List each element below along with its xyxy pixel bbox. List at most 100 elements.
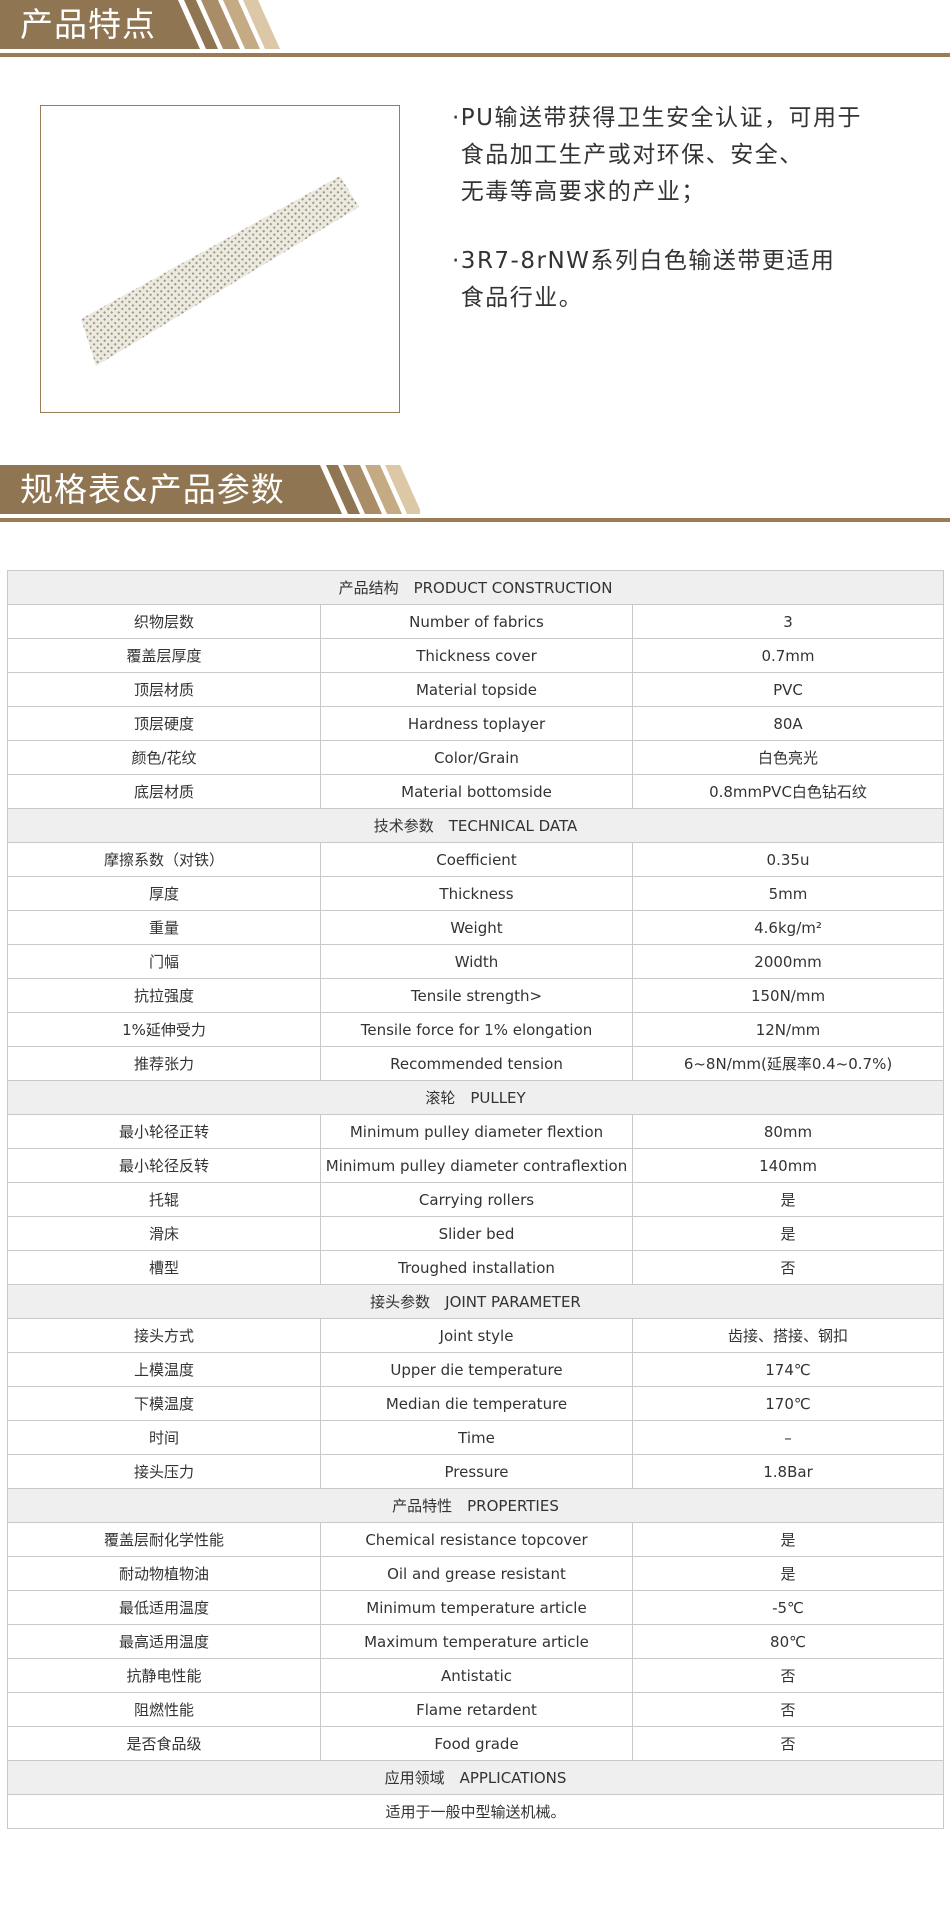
table-row: 下模温度 Median die temperature 170℃ — [7, 1386, 945, 1421]
cell-label-cn: 摩擦系数（对铁） — [7, 842, 321, 877]
cell-value: 150N/mm — [631, 978, 945, 1013]
cell-value: 白色亮光 — [631, 740, 945, 775]
cell-label-cn: 颜色/花纹 — [7, 740, 321, 775]
table-row: 织物层数 Number of fabrics 3 — [7, 604, 945, 639]
table-row: 槽型 Troughed installation 否 — [7, 1250, 945, 1285]
table-row: 厚度 Thickness 5mm — [7, 876, 945, 911]
table-row: 滑床 Slider bed 是 — [7, 1216, 945, 1251]
section-title: 产品特点 — [20, 5, 156, 44]
cell-label-en: Maximum temperature article — [320, 1624, 633, 1659]
table-row: 门幅 Width 2000mm — [7, 944, 945, 979]
cell-value: 齿接、搭接、钢扣 — [631, 1318, 945, 1353]
cell-label-en: Tensile strength> — [320, 978, 633, 1013]
cell-label-cn: 最小轮径反转 — [7, 1148, 321, 1183]
cell-label-en: Median die temperature — [320, 1386, 633, 1421]
cell-application: 适用于一般中型输送机械。 — [6, 1794, 945, 1829]
table-row: 时间 Time – — [7, 1420, 945, 1455]
cell-value: 12N/mm — [631, 1012, 945, 1047]
cell-value: 170℃ — [631, 1386, 945, 1421]
table-section-header: 产品特性 PROPERTIES — [6, 1488, 945, 1523]
table-row: 覆盖层耐化学性能 Chemical resistance topcover 是 — [7, 1522, 945, 1557]
cell-value: 6~8N/mm(延展率0.4~0.7%) — [631, 1046, 945, 1081]
cell-label-en: Width — [320, 944, 633, 979]
table-row: 推荐张力 Recommended tension 6~8N/mm(延展率0.4~0.… — [7, 1046, 945, 1081]
cell-value: 0.8mmPVC白色钻石纹 — [631, 774, 945, 809]
cell-label-cn: 抗静电性能 — [7, 1658, 321, 1693]
cell-label-en: Carrying rollers — [320, 1182, 633, 1217]
cell-label-cn: 下模温度 — [7, 1386, 321, 1421]
cell-label-en: Material topside — [320, 672, 633, 707]
section-title: 规格表&产品参数 — [20, 470, 285, 509]
cell-label-en: Number of fabrics — [320, 604, 633, 639]
feature-2: ·3R7-8rNW系列白色输送带更适用 食品行业。 — [452, 243, 835, 317]
table-row: 适用于一般中型输送机械。 — [6, 1794, 945, 1829]
cell-label-en: Flame retardent — [320, 1692, 633, 1727]
cell-label-en: Chemical resistance topcover — [320, 1522, 633, 1557]
cell-label-en: Troughed installation — [320, 1250, 633, 1285]
cell-label-en: Joint style — [320, 1318, 633, 1353]
cell-value: 否 — [631, 1726, 945, 1761]
cell-label-en: Weight — [320, 910, 633, 945]
cell-value: 80mm — [631, 1114, 945, 1149]
table-row: 抗静电性能 Antistatic 否 — [7, 1658, 945, 1693]
section-label: 滚轮 PULLEY — [6, 1080, 945, 1115]
cell-label-en: Coefficient — [320, 842, 633, 877]
feature-line: 食品加工生产或对环保、安全、 — [452, 142, 804, 168]
spec-table: 产品结构 PRODUCT CONSTRUCTION 织物层数 Number of f… — [6, 570, 945, 1829]
feature-1: ·PU输送带获得卫生安全认证，可用于 食品加工生产或对环保、安全、 无毒等高要求… — [452, 100, 862, 211]
cell-value: PVC — [631, 672, 945, 707]
table-row: 耐动物植物油 Oil and grease resistant 是 — [7, 1556, 945, 1591]
table-row: 摩擦系数（对铁） Coefficient 0.35u — [7, 842, 945, 877]
table-row: 接头方式 Joint style 齿接、搭接、钢扣 — [7, 1318, 945, 1353]
cell-label-cn: 重量 — [7, 910, 321, 945]
cell-label-en: Thickness — [320, 876, 633, 911]
cell-label-en: Pressure — [320, 1454, 633, 1489]
cell-value: 0.7mm — [631, 638, 945, 673]
cell-label-cn: 厚度 — [7, 876, 321, 911]
cell-label-cn: 抗拉强度 — [7, 978, 321, 1013]
cell-label-cn: 托辊 — [7, 1182, 321, 1217]
cell-value: 是 — [631, 1216, 945, 1251]
cell-label-en: Color/Grain — [320, 740, 633, 775]
cell-label-cn: 时间 — [7, 1420, 321, 1455]
cell-label-cn: 顶层硬度 — [7, 706, 321, 741]
cell-label-cn: 阻燃性能 — [7, 1692, 321, 1727]
cell-value: 80A — [631, 706, 945, 741]
cell-value: 0.35u — [631, 842, 945, 877]
table-row: 最低适用温度 Minimum temperature article -5℃ — [7, 1590, 945, 1625]
section-label: 产品结构 PRODUCT CONSTRUCTION — [6, 570, 945, 605]
cell-value: 140mm — [631, 1148, 945, 1183]
cell-label-cn: 顶层材质 — [7, 672, 321, 707]
table-row: 底层材质 Material bottomside 0.8mmPVC白色钻石纹 — [7, 774, 945, 809]
cell-value: 4.6kg/m² — [631, 910, 945, 945]
table-section-header: 滚轮 PULLEY — [6, 1080, 945, 1115]
cell-label-cn: 最小轮径正转 — [7, 1114, 321, 1149]
cell-label-cn: 织物层数 — [7, 604, 321, 639]
cell-label-cn: 推荐张力 — [7, 1046, 321, 1081]
table-row: 阻燃性能 Flame retardent 否 — [7, 1692, 945, 1727]
section-label: 应用领域 APPLICATIONS — [6, 1760, 945, 1795]
cell-label-en: Oil and grease resistant — [320, 1556, 633, 1591]
table-row: 顶层硬度 Hardness toplayer 80A — [7, 706, 945, 741]
cell-label-en: Thickness cover — [320, 638, 633, 673]
table-row: 接头压力 Pressure 1.8Bar — [7, 1454, 945, 1489]
cell-value: – — [631, 1420, 945, 1455]
cell-label-cn: 1%延伸受力 — [7, 1012, 321, 1047]
cell-label-en: Slider bed — [320, 1216, 633, 1251]
cell-label-cn: 是否食品级 — [7, 1726, 321, 1761]
cell-value: 否 — [631, 1692, 945, 1727]
cell-label-en: Upper die temperature — [320, 1352, 633, 1387]
cell-value: 否 — [631, 1658, 945, 1693]
cell-label-cn: 上模温度 — [7, 1352, 321, 1387]
cell-label-en: Material bottomside — [320, 774, 633, 809]
cell-value: 80℃ — [631, 1624, 945, 1659]
cell-label-en: Antistatic — [320, 1658, 633, 1693]
cell-value: 2000mm — [631, 944, 945, 979]
cell-label-en: Minimum temperature article — [320, 1590, 633, 1625]
section-header-features: 产品特点 — [0, 0, 950, 58]
cell-label-cn: 槽型 — [7, 1250, 321, 1285]
cell-label-cn: 最高适用温度 — [7, 1624, 321, 1659]
section-label: 接头参数 JOINT PARAMETER — [6, 1284, 945, 1319]
cell-label-en: Food grade — [320, 1726, 633, 1761]
ribbon-stripes — [0, 465, 420, 514]
